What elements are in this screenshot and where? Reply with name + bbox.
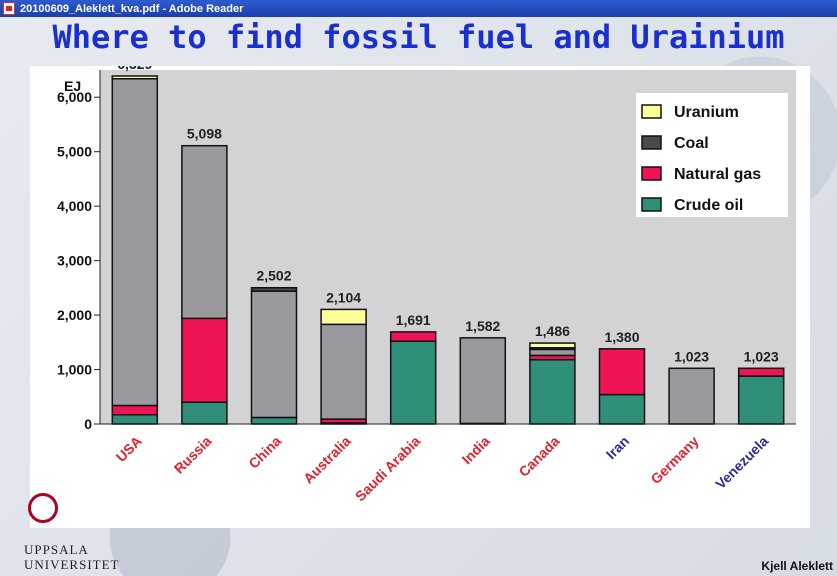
university-name: UPPSALA UNIVERSITET (24, 542, 120, 572)
x-category-label: Australia (300, 433, 354, 487)
y-tick-label: 4,000 (57, 198, 92, 214)
legend-swatch (641, 197, 662, 212)
bar-segment (111, 77, 159, 407)
chart-panel: EJ 0 1,000 2,000 3,000 4,000 5,000 6,000 6,329 US… (30, 66, 810, 528)
legend-swatch (641, 104, 662, 119)
bar-total-label: 5,098 (187, 126, 222, 142)
legend-label: Uranium (674, 104, 739, 121)
university-logo: UPPSALA UNIVERSITET (22, 488, 119, 576)
legend-label: Coal (674, 135, 709, 152)
bar-total-label: 6,329 (117, 66, 152, 72)
y-axis-label: EJ (64, 78, 81, 94)
bar-segment (181, 401, 228, 425)
bar-segment (529, 348, 576, 357)
y-tick-label: 1,000 (57, 362, 92, 378)
stacked-bar-chart: EJ 0 1,000 2,000 3,000 4,000 5,000 6,000 6,329 US… (57, 66, 796, 505)
bar-segment (181, 317, 228, 403)
bar-total-label: 1,023 (674, 348, 709, 364)
bar-segment (737, 375, 785, 425)
y-tick-label: 6,000 (57, 89, 92, 105)
x-category-label: Saudi Arabia (352, 433, 424, 505)
bar-segment (181, 144, 228, 320)
bar-segment (250, 286, 298, 292)
bar-segment (668, 367, 715, 425)
logo-line-2: UNIVERSITET (24, 557, 120, 572)
y-tick-label: 3,000 (57, 253, 92, 269)
bar-total-label: 1,023 (744, 348, 779, 364)
bar-segment (598, 348, 646, 396)
bar-segment (111, 404, 159, 416)
bar-total-label: 2,502 (256, 268, 291, 284)
x-category-label: Canada (515, 433, 562, 480)
legend-swatch (641, 166, 662, 181)
bar-segment (250, 290, 298, 419)
bar-segment (111, 75, 159, 80)
bar-total-label: 1,691 (396, 312, 431, 328)
bar-segment (459, 337, 507, 425)
y-tick-label: 2,000 (57, 307, 92, 323)
window-title: 20100609_Aleklett_kva.pdf - Adobe Reader (20, 2, 244, 15)
bar-segment (389, 331, 437, 342)
x-category-label: USA (113, 433, 145, 465)
x-category-label: Iran (603, 433, 632, 462)
y-tick-label: 5,000 (57, 144, 92, 160)
legend-label: Crude oil (674, 197, 743, 214)
legend-label: Natural gas (674, 166, 761, 183)
bar-total-label: 1,486 (535, 323, 570, 339)
bar-segment (389, 340, 437, 425)
bar-segment (111, 413, 159, 425)
bar-total-label: 1,582 (465, 318, 500, 334)
author-name: Kjell Aleklett (761, 559, 833, 573)
bar-segment (320, 308, 367, 326)
bar-segment (529, 358, 576, 425)
y-tick-label: 0 (84, 416, 92, 432)
x-category-label: Russia (171, 433, 215, 477)
legend-swatch (641, 135, 662, 150)
university-seal-icon (28, 493, 58, 523)
window-titlebar: 20100609_Aleklett_kva.pdf - Adobe Reader (0, 0, 837, 17)
x-category-label: India (459, 433, 494, 468)
bar-segment (598, 393, 646, 425)
bar-segment (737, 367, 785, 377)
x-category-label: Germany (647, 433, 701, 487)
logo-line-1: UPPSALA (24, 542, 89, 557)
bar-total-label: 1,380 (604, 329, 639, 345)
bar-segment (529, 342, 576, 349)
x-category-label: Venezuela (712, 433, 771, 492)
x-category-label: China (245, 433, 284, 472)
slide-title: Where to find fossil fuel and Urainium (52, 18, 785, 56)
bar-total-label: 2,104 (326, 289, 361, 305)
bar-segment (250, 416, 298, 425)
pdf-icon (3, 2, 15, 15)
bar-segment (320, 323, 367, 420)
